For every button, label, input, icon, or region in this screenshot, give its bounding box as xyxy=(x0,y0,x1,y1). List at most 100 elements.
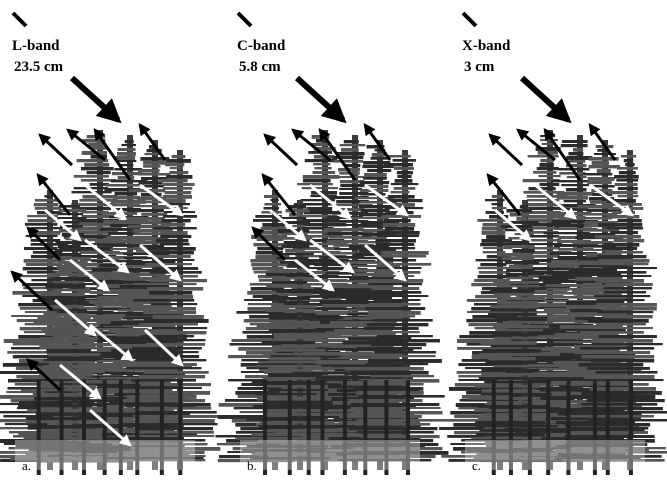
branch xyxy=(376,267,421,269)
branch xyxy=(172,155,186,158)
branch xyxy=(513,249,535,253)
branch xyxy=(256,365,321,367)
branch xyxy=(303,175,339,179)
branch xyxy=(375,239,415,243)
branch xyxy=(388,155,411,157)
branch xyxy=(268,373,322,377)
branch xyxy=(35,207,62,210)
branch xyxy=(595,279,644,283)
branch xyxy=(263,353,319,355)
branch xyxy=(387,199,423,202)
branch xyxy=(289,213,303,217)
branch xyxy=(580,297,628,299)
branch xyxy=(482,349,541,353)
panel-label: c. xyxy=(472,458,481,473)
branch xyxy=(281,245,309,248)
branch xyxy=(278,301,309,303)
branch xyxy=(263,377,316,379)
branch xyxy=(284,241,313,245)
branch xyxy=(368,295,429,297)
branch xyxy=(269,317,314,320)
branch xyxy=(135,427,213,430)
wavelength: 5.8 cm xyxy=(239,59,281,75)
branch xyxy=(143,311,196,314)
branch xyxy=(578,217,612,220)
branch xyxy=(262,223,285,227)
branch xyxy=(597,275,651,277)
branch xyxy=(146,343,205,346)
branch xyxy=(165,163,184,166)
branch xyxy=(113,196,140,200)
branch xyxy=(494,337,538,339)
branch xyxy=(391,191,410,193)
branch xyxy=(372,355,436,357)
branch xyxy=(360,181,389,184)
branch xyxy=(147,247,196,251)
branch xyxy=(152,255,191,258)
branch xyxy=(590,387,656,391)
incident-arrow xyxy=(72,78,118,120)
panels: L-band23.5 cma.C-band5.8 cmb.X-band3 cmc… xyxy=(0,13,667,475)
branch xyxy=(605,251,643,254)
branch xyxy=(45,285,85,289)
branch xyxy=(383,223,415,227)
ground xyxy=(465,440,645,470)
branch xyxy=(610,231,638,234)
branch xyxy=(395,179,413,183)
branch xyxy=(537,167,559,170)
branch xyxy=(364,327,419,330)
branch xyxy=(365,307,425,310)
branch xyxy=(144,185,164,187)
branch xyxy=(25,223,57,226)
branch xyxy=(502,257,534,260)
band-name: C-band xyxy=(237,38,286,54)
branch xyxy=(341,383,423,386)
branch xyxy=(588,419,667,421)
branch xyxy=(614,175,639,179)
branch xyxy=(587,367,650,370)
branch xyxy=(349,371,428,375)
branch xyxy=(36,413,99,416)
branch xyxy=(257,247,283,250)
branch xyxy=(476,425,558,427)
branch xyxy=(139,323,198,326)
branch xyxy=(84,163,109,167)
small-arrow xyxy=(463,13,476,26)
branch xyxy=(394,187,416,190)
branch xyxy=(138,169,160,173)
branch xyxy=(604,203,642,206)
branch xyxy=(393,159,416,162)
branch xyxy=(603,267,657,269)
branch xyxy=(588,319,649,323)
branch xyxy=(24,437,107,440)
branch xyxy=(503,297,546,300)
branch xyxy=(367,323,428,326)
branch xyxy=(506,273,544,275)
branch xyxy=(583,173,612,176)
branch xyxy=(587,181,611,184)
backscatter-arrow xyxy=(265,135,297,165)
branch xyxy=(340,184,364,187)
branch xyxy=(596,263,648,265)
branch xyxy=(114,168,142,171)
branch xyxy=(121,144,136,146)
branch xyxy=(491,345,546,347)
branch xyxy=(507,277,533,279)
panel-label: a. xyxy=(22,458,31,473)
branch xyxy=(488,313,537,316)
branch xyxy=(121,435,214,437)
branch xyxy=(160,235,191,238)
branch xyxy=(161,219,190,222)
branch xyxy=(126,367,201,369)
branch xyxy=(303,179,331,182)
branch xyxy=(520,205,528,209)
branch xyxy=(485,361,537,364)
branch xyxy=(167,203,190,205)
branch xyxy=(391,183,418,185)
branch xyxy=(493,365,552,367)
branch xyxy=(539,175,561,177)
branch xyxy=(479,377,548,380)
branch xyxy=(248,303,290,305)
branch xyxy=(58,209,86,212)
branch xyxy=(366,363,428,365)
